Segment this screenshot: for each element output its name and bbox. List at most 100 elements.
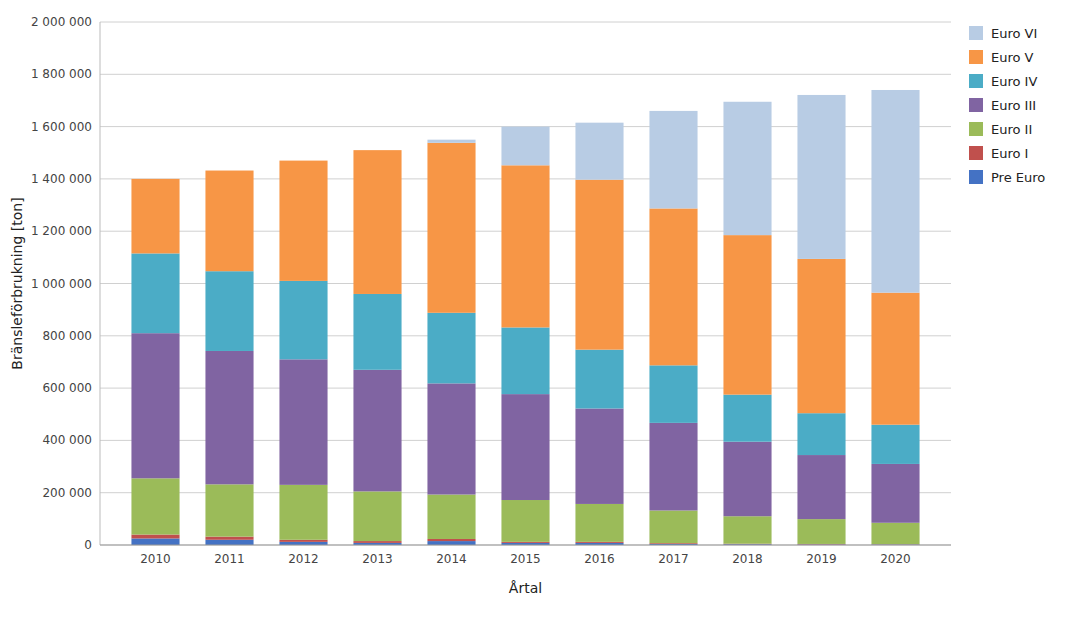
bar-segment bbox=[649, 365, 697, 423]
bar-segment bbox=[353, 150, 401, 151]
bar-segment bbox=[501, 327, 549, 394]
bar-segment bbox=[649, 423, 697, 511]
bar-segment bbox=[871, 425, 919, 464]
bar-segment bbox=[797, 95, 845, 259]
legend-swatch bbox=[969, 170, 983, 184]
legend-swatch bbox=[969, 50, 983, 64]
bar-segment bbox=[649, 111, 697, 209]
legend-label: Euro V bbox=[991, 50, 1034, 65]
grid-line bbox=[100, 22, 951, 23]
bar-segment bbox=[427, 143, 475, 313]
x-axis-label: Årtal bbox=[509, 580, 542, 596]
legend-swatch bbox=[969, 26, 983, 40]
legend-swatch bbox=[969, 146, 983, 160]
x-tick-label: 2014 bbox=[436, 552, 467, 566]
bar-segment bbox=[279, 540, 327, 542]
y-tick-label: 1 600 000 bbox=[31, 120, 92, 134]
y-grid bbox=[100, 22, 951, 545]
bar-segment bbox=[427, 383, 475, 494]
bar-segment bbox=[501, 127, 549, 166]
bar-segment bbox=[205, 540, 253, 545]
bar-segment bbox=[501, 500, 549, 542]
y-tick-label: 1 000 000 bbox=[31, 277, 92, 291]
bar-segment bbox=[501, 394, 549, 500]
grid-line bbox=[100, 74, 951, 75]
bar-segment bbox=[353, 541, 401, 543]
bar-segment bbox=[871, 523, 919, 544]
bar-segment bbox=[205, 484, 253, 536]
x-tick-label: 2015 bbox=[510, 552, 541, 566]
bar-segment bbox=[279, 485, 327, 540]
bar-segment bbox=[723, 102, 771, 235]
legend: Euro VIEuro VEuro IVEuro IIIEuro IIEuro … bbox=[969, 26, 1045, 185]
bar-segment bbox=[131, 178, 179, 179]
bar-segment bbox=[575, 123, 623, 180]
bar-segment bbox=[131, 333, 179, 478]
bar-segment bbox=[501, 165, 549, 327]
y-tick-label: 200 000 bbox=[42, 486, 92, 500]
grid-line bbox=[100, 545, 951, 546]
x-tick-label: 2011 bbox=[214, 552, 245, 566]
bar-segment bbox=[131, 253, 179, 333]
bar-segment bbox=[797, 455, 845, 519]
legend-label: Euro IV bbox=[991, 74, 1037, 89]
bar-segment bbox=[279, 161, 327, 281]
bar-segment bbox=[131, 538, 179, 545]
bar-segment bbox=[649, 208, 697, 365]
bar-segment bbox=[279, 359, 327, 485]
x-tick-label: 2016 bbox=[584, 552, 615, 566]
bar-segment bbox=[797, 519, 845, 544]
bar-segment bbox=[427, 140, 475, 143]
x-tick-label: 2017 bbox=[658, 552, 689, 566]
x-tick-label: 2020 bbox=[880, 552, 911, 566]
y-axis-label: Bränsleförbrukning [ton] bbox=[9, 197, 25, 369]
bar-segment bbox=[353, 150, 401, 294]
y-tick-label: 1 400 000 bbox=[31, 172, 92, 186]
legend-label: Euro I bbox=[991, 146, 1028, 161]
bar-segment bbox=[871, 90, 919, 293]
bar-segment bbox=[575, 180, 623, 350]
bar-segment bbox=[205, 171, 253, 272]
bar-segment bbox=[205, 351, 253, 484]
bar-segment bbox=[205, 271, 253, 351]
bar-segment bbox=[131, 179, 179, 254]
y-tick-labels: 0200 000400 000600 000800 0001 000 0001 … bbox=[31, 15, 92, 552]
legend-label: Euro II bbox=[991, 122, 1032, 137]
y-tick-label: 0 bbox=[84, 538, 92, 552]
bar-segment bbox=[205, 537, 253, 540]
legend-label: Euro VI bbox=[991, 26, 1037, 41]
x-tick-label: 2013 bbox=[362, 552, 393, 566]
x-tick-labels: 2010201120122013201420152016201720182019… bbox=[140, 552, 911, 566]
bar-segment bbox=[797, 413, 845, 455]
legend-swatch bbox=[969, 98, 983, 112]
x-tick-label: 2012 bbox=[288, 552, 319, 566]
bar-segment bbox=[205, 170, 253, 171]
bar-segment bbox=[427, 495, 475, 539]
bar-segment bbox=[723, 235, 771, 395]
bars bbox=[131, 90, 919, 545]
bar-segment bbox=[649, 510, 697, 543]
y-tick-label: 1 200 000 bbox=[31, 224, 92, 238]
x-axis-line bbox=[100, 545, 951, 546]
bar-segment bbox=[871, 464, 919, 523]
legend-label: Pre Euro bbox=[991, 170, 1045, 185]
legend-swatch bbox=[969, 74, 983, 88]
x-tick-label: 2018 bbox=[732, 552, 763, 566]
bar-segment bbox=[279, 160, 327, 161]
bar-segment bbox=[353, 491, 401, 541]
legend-swatch bbox=[969, 122, 983, 136]
bar-segment bbox=[427, 313, 475, 384]
bar-segment bbox=[575, 504, 623, 542]
bar-segment bbox=[427, 539, 475, 541]
chart: 0200 000400 000600 000800 0001 000 0001 … bbox=[0, 0, 1091, 617]
y-tick-label: 2 000 000 bbox=[31, 15, 92, 29]
bar-segment bbox=[427, 541, 475, 545]
bar-segment bbox=[501, 542, 549, 543]
bar-segment bbox=[723, 442, 771, 517]
y-tick-label: 1 800 000 bbox=[31, 67, 92, 81]
x-tick-label: 2010 bbox=[140, 552, 171, 566]
series bbox=[427, 90, 919, 293]
bar-segment bbox=[279, 281, 327, 359]
y-tick-label: 600 000 bbox=[42, 381, 92, 395]
y-axis-line bbox=[100, 22, 101, 545]
